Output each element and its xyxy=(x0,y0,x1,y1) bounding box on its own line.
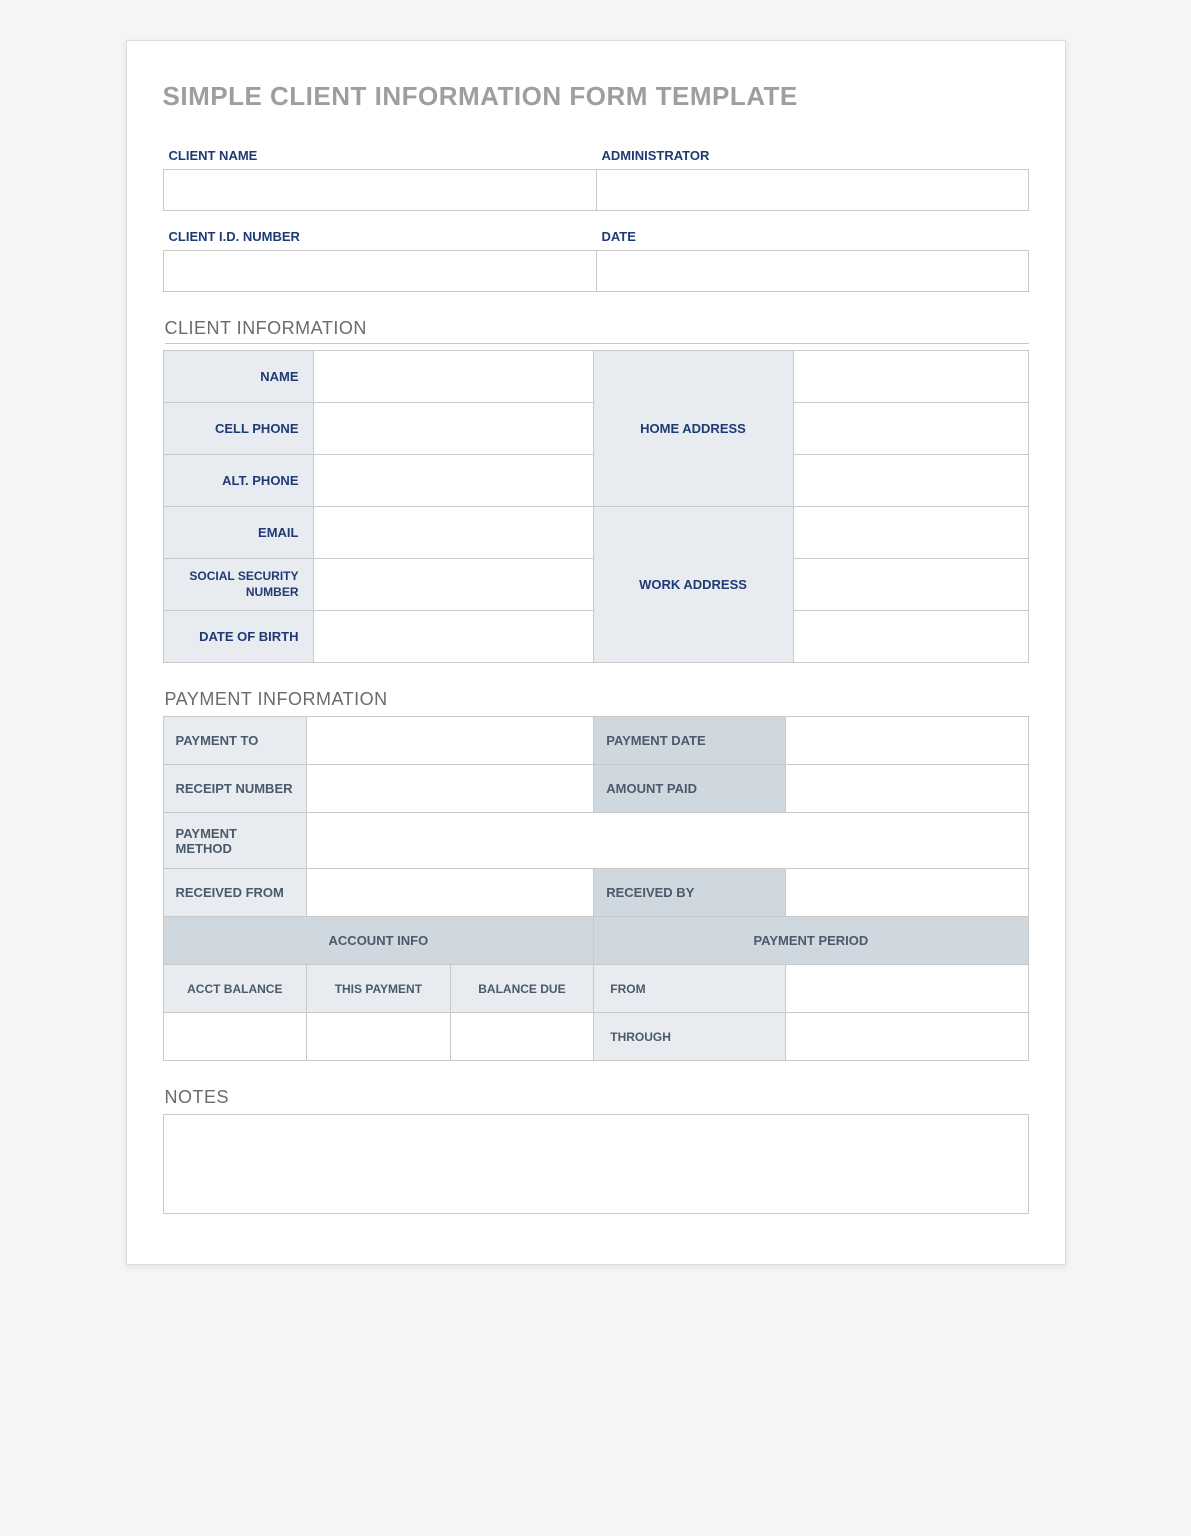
ci-ssn-label: SOCIAL SECURITY NUMBER xyxy=(163,559,313,611)
date-input[interactable] xyxy=(596,250,1029,292)
pi-account-info-header: ACCOUNT INFO xyxy=(163,917,594,965)
pi-receipt-number-label: RECEIPT NUMBER xyxy=(163,765,307,813)
client-id-label: CLIENT I.D. NUMBER xyxy=(163,229,596,244)
notes-input[interactable] xyxy=(163,1114,1029,1214)
date-label: DATE xyxy=(596,229,1029,244)
pi-payment-method-label: PAYMENT METHOD xyxy=(163,813,307,869)
payment-info-table: PAYMENT TO PAYMENT DATE RECEIPT NUMBER A… xyxy=(163,716,1029,1061)
ci-name-input[interactable] xyxy=(313,351,593,403)
pi-payment-method-input[interactable] xyxy=(307,813,1028,869)
pi-through-label: THROUGH xyxy=(594,1013,786,1061)
ci-work-address-1[interactable] xyxy=(793,507,1028,559)
ci-work-address-3[interactable] xyxy=(793,611,1028,663)
ci-dob-label: DATE OF BIRTH xyxy=(163,611,313,663)
ci-home-address-2[interactable] xyxy=(793,403,1028,455)
ci-altphone-input[interactable] xyxy=(313,455,593,507)
pi-balance-due-label: BALANCE DUE xyxy=(450,965,594,1013)
administrator-input[interactable] xyxy=(596,169,1029,211)
page-title: SIMPLE CLIENT INFORMATION FORM TEMPLATE xyxy=(163,81,1029,112)
payment-info-title: PAYMENT INFORMATION xyxy=(165,689,1029,710)
ci-email-input[interactable] xyxy=(313,507,593,559)
client-id-input[interactable] xyxy=(163,250,596,292)
administrator-label: ADMINISTRATOR xyxy=(596,148,1029,163)
ci-home-address-3[interactable] xyxy=(793,455,1028,507)
pi-amount-paid-label: AMOUNT PAID xyxy=(594,765,786,813)
ci-altphone-label: ALT. PHONE xyxy=(163,455,313,507)
header-row-2: CLIENT I.D. NUMBER DATE xyxy=(163,229,1029,292)
ci-work-address-2[interactable] xyxy=(793,559,1028,611)
notes-title: NOTES xyxy=(165,1087,1029,1108)
ci-cellphone-label: CELL PHONE xyxy=(163,403,313,455)
client-info-table: NAME HOME ADDRESS CELL PHONE ALT. PHONE … xyxy=(163,350,1029,663)
ci-home-address-label: HOME ADDRESS xyxy=(593,351,793,507)
client-info-title: CLIENT INFORMATION xyxy=(165,318,1029,344)
pi-from-input[interactable] xyxy=(786,965,1028,1013)
ci-work-address-label: WORK ADDRESS xyxy=(593,507,793,663)
pi-payment-date-label: PAYMENT DATE xyxy=(594,717,786,765)
pi-payment-date-input[interactable] xyxy=(786,717,1028,765)
pi-acct-balance-label: ACCT BALANCE xyxy=(163,965,307,1013)
pi-this-payment-label: THIS PAYMENT xyxy=(307,965,451,1013)
pi-payment-to-input[interactable] xyxy=(307,717,594,765)
pi-balance-due-input[interactable] xyxy=(450,1013,594,1061)
ci-dob-input[interactable] xyxy=(313,611,593,663)
ci-home-address-1[interactable] xyxy=(793,351,1028,403)
pi-through-input[interactable] xyxy=(786,1013,1028,1061)
ci-email-label: EMAIL xyxy=(163,507,313,559)
pi-acct-balance-input[interactable] xyxy=(163,1013,307,1061)
pi-received-by-input[interactable] xyxy=(786,869,1028,917)
client-name-label: CLIENT NAME xyxy=(163,148,596,163)
pi-received-from-input[interactable] xyxy=(307,869,594,917)
ci-name-label: NAME xyxy=(163,351,313,403)
pi-this-payment-input[interactable] xyxy=(307,1013,451,1061)
pi-received-from-label: RECEIVED FROM xyxy=(163,869,307,917)
client-name-input[interactable] xyxy=(163,169,596,211)
ci-cellphone-input[interactable] xyxy=(313,403,593,455)
pi-from-label: FROM xyxy=(594,965,786,1013)
pi-amount-paid-input[interactable] xyxy=(786,765,1028,813)
pi-receipt-number-input[interactable] xyxy=(307,765,594,813)
pi-payment-to-label: PAYMENT TO xyxy=(163,717,307,765)
pi-received-by-label: RECEIVED BY xyxy=(594,869,786,917)
form-page: SIMPLE CLIENT INFORMATION FORM TEMPLATE … xyxy=(126,40,1066,1265)
ci-ssn-input[interactable] xyxy=(313,559,593,611)
header-row-1: CLIENT NAME ADMINISTRATOR xyxy=(163,148,1029,211)
pi-payment-period-header: PAYMENT PERIOD xyxy=(594,917,1028,965)
